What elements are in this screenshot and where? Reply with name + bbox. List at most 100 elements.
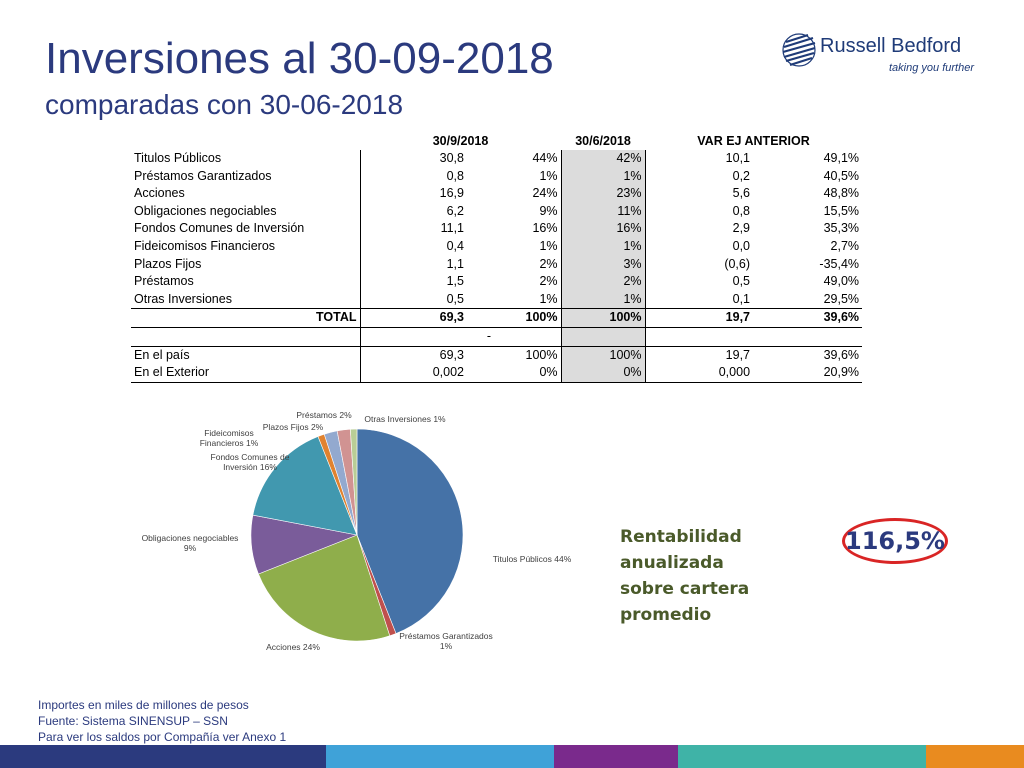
cell-varp: 48,8% (823, 186, 860, 201)
pie-label-1: Préstamos Garantizados 1% (399, 631, 493, 651)
cell-p2: 1% (561, 290, 646, 309)
page-title: Inversiones al 30-09-2018 (45, 34, 554, 83)
header-jun-2018: 30/6/2018 (575, 133, 631, 148)
cell-label: Titulos Públicos (131, 150, 361, 168)
cell-p2: 100% (561, 308, 646, 328)
cell-label: Fideicomisos Financieros (131, 237, 361, 256)
cell-v1: 0,8 (446, 168, 464, 183)
rentabilidad-value: 116,5% (842, 518, 948, 564)
pie-label-7: Préstamos 2% (296, 410, 352, 420)
globe-icon (782, 33, 816, 67)
cell-p1: 24% (467, 185, 562, 203)
bar-segment-1 (326, 745, 554, 768)
cell-p2: 11% (561, 202, 646, 221)
table-row: Fondos Comunes de Inversión 11,1 16% 16% 2,9… (131, 220, 862, 238)
cell-label: En el Exterior (131, 364, 361, 383)
cell-varp: 49,1% (823, 151, 860, 165)
header-sep-2018: 30/9/2018 (432, 133, 489, 148)
cell-v1: 69,3 (360, 308, 467, 328)
cell-var: 2,9 (732, 221, 751, 236)
cell-var: 19,7 (725, 347, 751, 362)
pie-label-6: Plazos Fijos 2% (262, 422, 324, 432)
pie-label-2: Acciones 24% (266, 642, 320, 652)
cell-p2: 1% (561, 237, 646, 256)
cell-label: Acciones (131, 185, 361, 203)
logo-name: Russell Bedford (820, 35, 962, 57)
cell-v1: 0,5 (446, 291, 464, 306)
cell-p2: 1% (561, 167, 646, 186)
cell-varp: 40,5% (823, 168, 860, 183)
cell-v1: 16,9 (439, 186, 464, 201)
cell-varp: 2,7% (830, 238, 860, 253)
cell-p1: 100% (467, 308, 562, 328)
cell-varp: 15,5% (823, 203, 860, 218)
origin-row: En el país 69,3 100% 100% 19,7 39,6% (131, 346, 863, 365)
footnote-units: Importes en miles de millones de pesos (38, 698, 249, 712)
pie-slice-0 (356, 428, 464, 634)
cell-label: TOTAL (131, 308, 361, 328)
cell-p1: 1% (467, 167, 562, 186)
cell-var: 5,6 (732, 186, 751, 201)
rentabilidad-line2: sobre cartera promedio (620, 579, 750, 625)
cell-p1: 2% (467, 255, 562, 274)
cell-p2: 100% (561, 346, 646, 365)
pie-label-5: Fideicomisos Financieros 1% (199, 428, 259, 448)
rentabilidad-label: Rentabilidad anualizada sobre cartera pr… (620, 524, 840, 628)
footnotes: Importes en miles de millones de pesos F… (38, 697, 286, 745)
pie-label-8: Otras Inversiones 1% (364, 414, 446, 424)
header-var: VAR EJ ANTERIOR (697, 133, 810, 148)
logo-tagline: taking you further (889, 62, 974, 74)
cell-var: 0,000 (645, 364, 754, 383)
cell-p1: 100% (467, 346, 562, 365)
table-row: Obligaciones negociables 6,2 9% 11% 0,8 15,5% (131, 202, 862, 221)
bar-segment-2 (554, 745, 678, 768)
cell-varp: 39,6% (823, 347, 860, 362)
bar-segment-4 (926, 745, 1024, 768)
cell-var: 0,2 (732, 168, 751, 183)
origin-row: En el Exterior 0,002 0% 0% 0,000 20,9% (131, 364, 863, 383)
cell-v1: 0,4 (446, 238, 464, 253)
cell-p1: 44% (467, 150, 562, 168)
investments-table: 30/9/2018 30/6/2018 VAR EJ ANTERIOR Titu… (131, 131, 863, 383)
table-row: Préstamos 1,5 2% 2% 0,5 49,0% (131, 273, 862, 291)
cell-varp: 35,3% (823, 221, 860, 236)
footnote-source: Fuente: Sistema SINENSUP – SSN (38, 714, 228, 728)
cell-var: 0,8 (732, 203, 751, 218)
table-row: Fideicomisos Financieros 0,4 1% 1% 0,0 2,7% (131, 237, 862, 256)
cell-var: 0,1 (732, 291, 751, 306)
dash-cell: - (360, 327, 562, 347)
cell-label: Plazos Fijos (131, 255, 361, 274)
rentabilidad-line1: Rentabilidad anualizada (620, 527, 742, 573)
footnote-annex: Para ver los saldos por Compañía ver Ane… (38, 730, 287, 744)
cell-v1: 11,1 (440, 221, 464, 236)
bar-segment-0 (0, 745, 326, 768)
total-row: TOTAL 69,3 100% 100% 19,7 39,6% (131, 308, 863, 328)
cell-varp: -35,4% (819, 256, 860, 271)
cell-p2: 16% (561, 220, 646, 238)
pie-label-0: Titulos Públicos 44% (492, 554, 572, 564)
cell-v1: 1,1 (446, 256, 464, 271)
pie-slice-8 (350, 428, 358, 536)
cell-v1: 0,002 (360, 364, 467, 383)
pie-svg (250, 428, 464, 642)
cell-var: 10,1 (725, 151, 751, 165)
cell-p1: 1% (467, 290, 562, 309)
cell-v1: 6,2 (446, 203, 464, 218)
gap-row: - (131, 327, 862, 347)
table-row: Préstamos Garantizados 0,8 1% 1% 0,2 40,5% (131, 167, 862, 186)
cell-v1: 69,3 (439, 347, 464, 362)
portfolio-pie-chart: Titulos Públicos 44% Préstamos Garantizad… (130, 400, 600, 660)
cell-p2: 3% (561, 255, 646, 274)
cell-label: Otras Inversiones (131, 290, 361, 309)
cell-varp: 29,5% (823, 291, 860, 306)
cell-p1: 16% (467, 220, 562, 238)
cell-var: 19,7 (645, 308, 754, 328)
table-row: Acciones 16,9 24% 23% 5,6 48,8% (131, 185, 862, 203)
table-header-row: 30/9/2018 30/6/2018 VAR EJ ANTERIOR (131, 131, 862, 150)
cell-var: 0,5 (732, 274, 751, 289)
cell-p1: 9% (467, 202, 562, 221)
cell-p2: 23% (561, 185, 646, 203)
pie-label-3: Obligaciones negociables 9% (141, 533, 239, 553)
cell-p1: 0% (467, 364, 562, 383)
cell-label: Préstamos Garantizados (131, 167, 361, 186)
